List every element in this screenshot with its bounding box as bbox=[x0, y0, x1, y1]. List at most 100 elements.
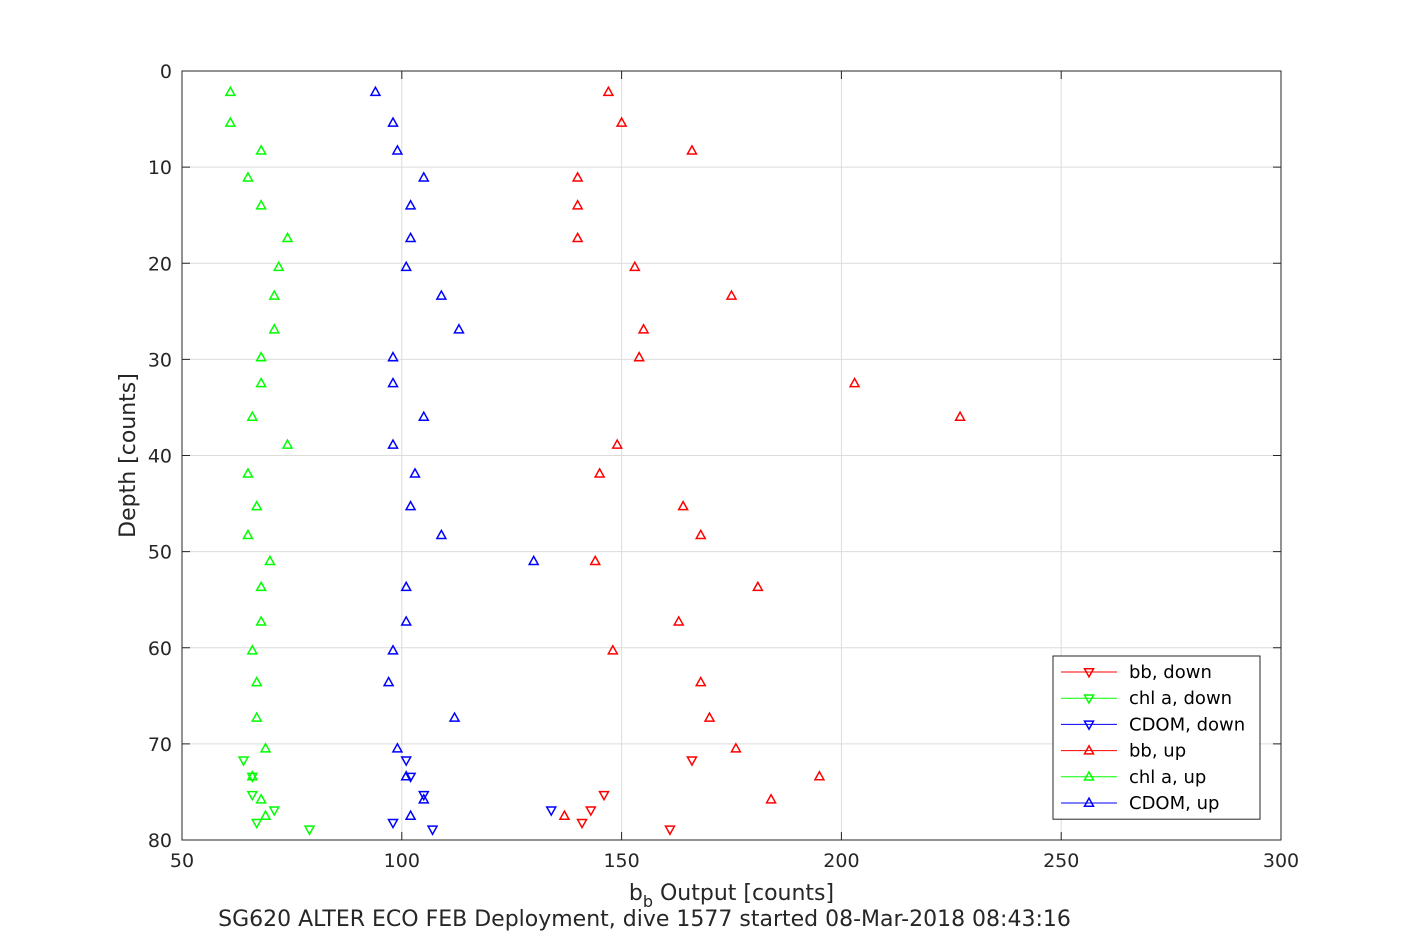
data-point bbox=[409, 467, 421, 478]
data-point bbox=[246, 790, 259, 802]
data-point bbox=[848, 377, 861, 388]
x-axis-label: bb Output [counts] bbox=[629, 881, 834, 911]
data-point bbox=[268, 323, 281, 334]
data-point bbox=[272, 260, 285, 272]
legend-marker bbox=[1083, 694, 1095, 705]
data-point bbox=[255, 377, 267, 388]
data-point bbox=[527, 554, 540, 566]
data-point bbox=[730, 742, 742, 753]
data-point bbox=[404, 500, 417, 511]
data-point bbox=[725, 289, 738, 300]
data-point bbox=[404, 772, 417, 783]
x-axis-label-rest: Output [counts] bbox=[653, 881, 834, 906]
legend-label: chl a, up bbox=[1129, 767, 1206, 788]
y-tick-label: 20 bbox=[148, 253, 172, 275]
legend-label: CDOM, up bbox=[1129, 793, 1219, 814]
data-point bbox=[259, 742, 272, 753]
data-point bbox=[418, 410, 430, 422]
data-point bbox=[250, 675, 263, 687]
legend-marker bbox=[1083, 770, 1095, 781]
data-point bbox=[615, 116, 628, 127]
y-tick-label: 10 bbox=[148, 157, 172, 179]
legend-label: bb, up bbox=[1129, 741, 1186, 762]
data-points bbox=[224, 85, 966, 836]
data-point bbox=[611, 438, 623, 449]
data-point bbox=[242, 467, 254, 478]
legend-box bbox=[1052, 655, 1261, 820]
legend-item: bb, down bbox=[1061, 662, 1212, 683]
data-point bbox=[558, 809, 571, 820]
x-tick-label: 50 bbox=[170, 850, 194, 872]
x-axis-label-subscript: b bbox=[643, 892, 653, 911]
data-point bbox=[255, 580, 267, 592]
data-point bbox=[250, 500, 263, 511]
series-bb-down bbox=[576, 756, 698, 836]
legend-item: CDOM, up bbox=[1061, 793, 1219, 814]
data-point bbox=[435, 289, 448, 300]
data-point bbox=[264, 554, 276, 566]
data-point bbox=[281, 231, 294, 243]
series-cdom-down bbox=[387, 756, 558, 836]
x-tick-label: 200 bbox=[823, 850, 859, 872]
data-point bbox=[246, 644, 259, 655]
x-tick-label: 300 bbox=[1263, 850, 1299, 872]
series-chl-a-down bbox=[237, 756, 316, 836]
data-point bbox=[255, 351, 267, 362]
data-point bbox=[246, 410, 259, 422]
data-point bbox=[237, 756, 250, 767]
data-point bbox=[585, 806, 597, 817]
series-chl-a-up bbox=[224, 85, 294, 820]
x-tick-label: 100 bbox=[384, 850, 420, 872]
data-point bbox=[268, 289, 281, 300]
data-point bbox=[453, 323, 465, 334]
data-point bbox=[391, 742, 404, 753]
data-point bbox=[607, 644, 619, 655]
legend-item: chl a, up bbox=[1061, 767, 1206, 788]
data-point bbox=[813, 770, 826, 781]
data-point bbox=[686, 144, 698, 155]
data-point bbox=[448, 711, 461, 722]
legend-marker bbox=[1083, 720, 1095, 731]
data-point bbox=[250, 818, 263, 830]
legend-item: bb, up bbox=[1061, 741, 1186, 762]
legend-marker bbox=[1083, 668, 1095, 679]
data-point bbox=[686, 756, 698, 767]
data-point bbox=[576, 818, 588, 830]
data-point bbox=[400, 770, 412, 781]
data-point bbox=[672, 615, 685, 626]
data-point bbox=[404, 199, 417, 210]
y-axis-label: Depth [counts] bbox=[116, 373, 141, 538]
y-tick-label: 40 bbox=[148, 446, 172, 468]
data-point bbox=[391, 144, 404, 155]
data-point bbox=[598, 790, 610, 802]
data-point bbox=[255, 199, 267, 210]
data-point bbox=[954, 410, 966, 422]
legend-marker bbox=[1083, 744, 1095, 755]
data-point bbox=[303, 825, 316, 836]
legend-item: chl a, down bbox=[1061, 688, 1232, 709]
data-point bbox=[752, 580, 764, 592]
legend-item: CDOM, down bbox=[1061, 714, 1245, 735]
x-tick-label: 250 bbox=[1043, 850, 1079, 872]
data-point bbox=[571, 199, 584, 210]
data-point bbox=[224, 85, 237, 97]
x-axis-label-main: b bbox=[629, 881, 643, 906]
data-point bbox=[387, 377, 399, 388]
data-point bbox=[404, 809, 417, 820]
data-point bbox=[664, 825, 676, 836]
data-point bbox=[387, 438, 399, 449]
data-point bbox=[545, 806, 558, 817]
axis-ticks: 50 100 150 200 250 300 0 10 20 30 40 50 60 70 80 bbox=[148, 61, 1299, 872]
y-tick-label: 50 bbox=[148, 542, 172, 564]
chart-caption: SG620 ALTER ECO FEB Deployment, dive 157… bbox=[218, 907, 1071, 932]
data-point bbox=[400, 580, 412, 592]
data-point bbox=[242, 171, 254, 182]
data-point bbox=[435, 528, 448, 540]
y-tick-label: 0 bbox=[160, 61, 172, 83]
data-point bbox=[418, 171, 430, 182]
series-bb-up bbox=[558, 85, 966, 820]
data-point bbox=[593, 467, 606, 478]
x-tick-label: 150 bbox=[603, 850, 639, 872]
data-point bbox=[387, 818, 399, 830]
